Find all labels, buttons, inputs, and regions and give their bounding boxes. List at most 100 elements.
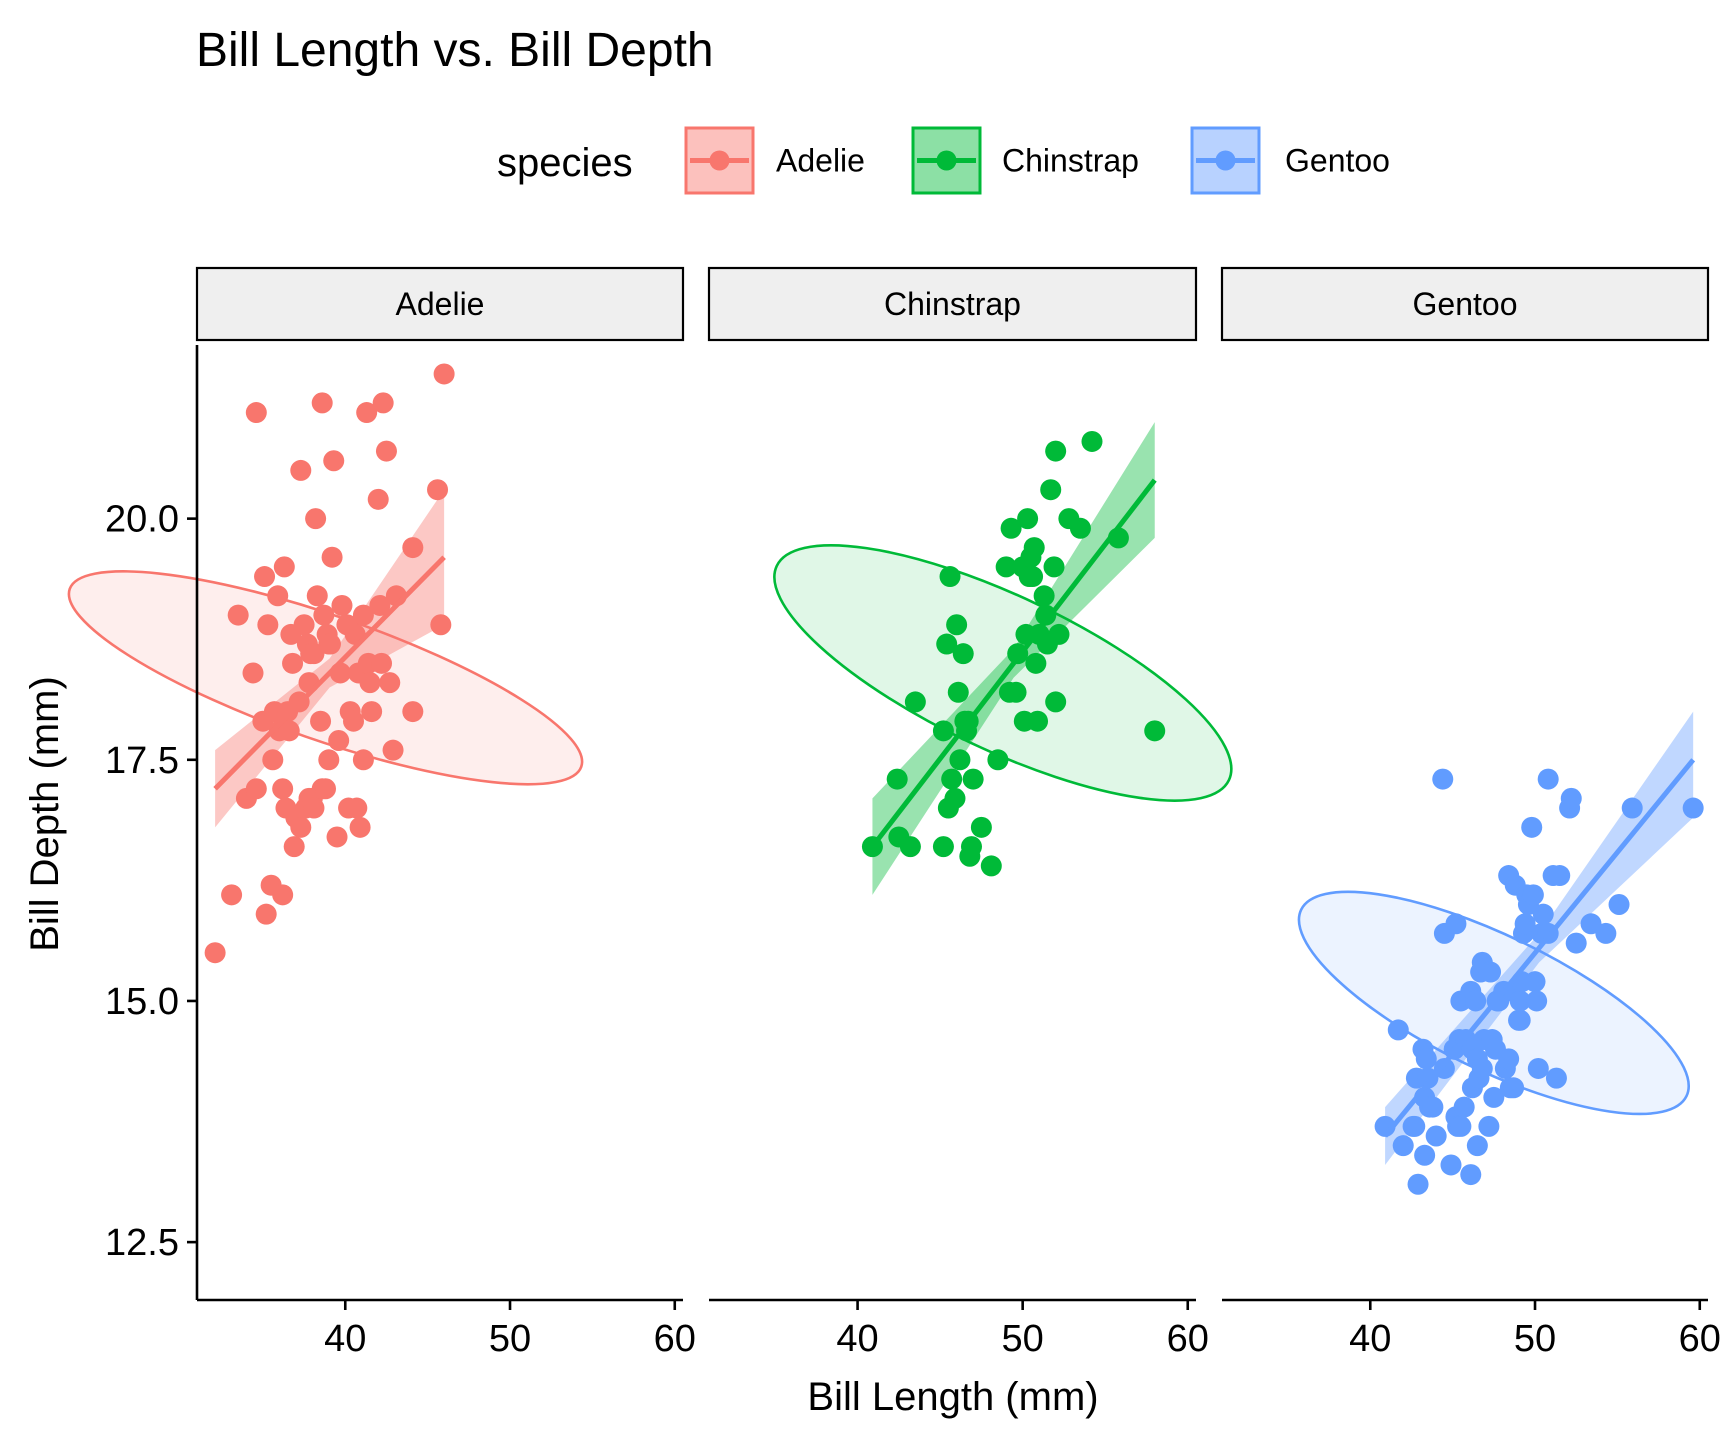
data-point [306,585,328,607]
data-point [1527,1057,1549,1079]
facet-strip [707,266,1198,342]
data-point [1023,537,1045,559]
data-point [262,749,284,771]
data-point [1035,604,1057,626]
data-point [932,836,954,858]
x-tick-label: 40 [1349,1318,1391,1360]
data-point [204,942,226,964]
data-point [311,392,333,414]
x-tick-label: 50 [489,1318,531,1360]
data-point [1005,681,1027,703]
data-point [331,594,353,616]
legend-label: Gentoo [1285,143,1390,179]
data-point [1043,556,1065,578]
chart-title: Bill Length vs. Bill Depth [196,24,714,77]
data-point [1045,691,1067,713]
data-point [310,710,332,732]
data-point [221,884,243,906]
data-point [315,778,337,800]
data-point [430,614,452,636]
data-point [303,797,325,819]
x-tick-label: 50 [1002,1318,1044,1360]
panel-chinstrap: Chinstrap 40 50 60 [707,266,1233,1360]
data-point [1466,1135,1488,1157]
data-point [318,749,340,771]
data-point [1465,990,1487,1012]
facet-strip-label: Chinstrap [884,286,1021,322]
legend-point [1215,150,1236,171]
data-point [946,614,968,636]
legend: species Adelie Chinstrap Gentoo [497,126,1390,195]
data-point [944,787,966,809]
data-point [941,768,963,790]
data-point [1081,430,1103,452]
data-point [352,604,374,626]
data-point [987,749,1009,771]
legend-key-chinstrap: Chinstrap [911,126,1139,195]
data-point [1432,768,1454,790]
data-point [886,768,908,790]
data-point [290,459,312,481]
data-point [1532,903,1554,925]
data-point [970,816,992,838]
data-point [257,614,279,636]
data-point [947,681,969,703]
facet-panels: Adelie 40 50 60 Chinstrap 40 50 60 Gentoo 40 50 60 [67,266,1721,1360]
data-point [1022,566,1044,588]
data-point [328,730,350,752]
point-group [861,430,1166,877]
data-point [283,836,305,858]
data-point [272,884,294,906]
data-point [1033,585,1055,607]
data-point [939,566,961,588]
data-point [303,643,325,665]
y-tick-label: 17.5 [105,740,179,782]
data-point [1537,768,1559,790]
x-tick-label: 50 [1514,1318,1556,1360]
data-point [936,633,958,655]
data-point [1425,1125,1447,1147]
x-tick-label: 40 [836,1318,878,1360]
data-point [290,816,312,838]
legend-label: Adelie [776,143,865,179]
data-point [952,643,974,665]
data-point [1450,1115,1472,1137]
legend-point [709,150,730,171]
y-tick-label: 15.0 [105,981,179,1023]
data-point [1417,1067,1439,1089]
data-point [1480,961,1502,983]
data-point [1453,1096,1475,1118]
data-point [319,633,341,655]
x-tick-label: 60 [1679,1318,1721,1360]
data-point [1595,922,1617,944]
data-point [267,585,289,607]
data-point [372,392,394,414]
data-point [272,778,294,800]
data-point [227,604,249,626]
data-point [932,720,954,742]
data-point [343,710,365,732]
data-point [273,556,295,578]
facet-strip [195,266,685,342]
data-point [254,566,276,588]
data-point [1415,1048,1437,1070]
regression-line [1383,758,1696,1138]
data-point [282,652,304,674]
data-point [904,691,926,713]
facet-strip-label: Adelie [396,286,485,322]
data-point [1471,1057,1493,1079]
data-point [1509,1009,1531,1031]
data-point [1621,797,1643,819]
x-axis-title: Bill Length (mm) [807,1375,1098,1419]
data-point [1549,865,1571,887]
data-point [995,556,1017,578]
data-point [1025,652,1047,674]
data-point [402,701,424,723]
data-point [1524,971,1546,993]
data-point [1027,710,1049,732]
data-point [962,768,984,790]
y-axis-title: Bill Depth (mm) [23,676,67,952]
data-point [427,479,449,501]
panel-gentoo: Gentoo 40 50 60 [1220,266,1721,1360]
data-point [346,797,368,819]
